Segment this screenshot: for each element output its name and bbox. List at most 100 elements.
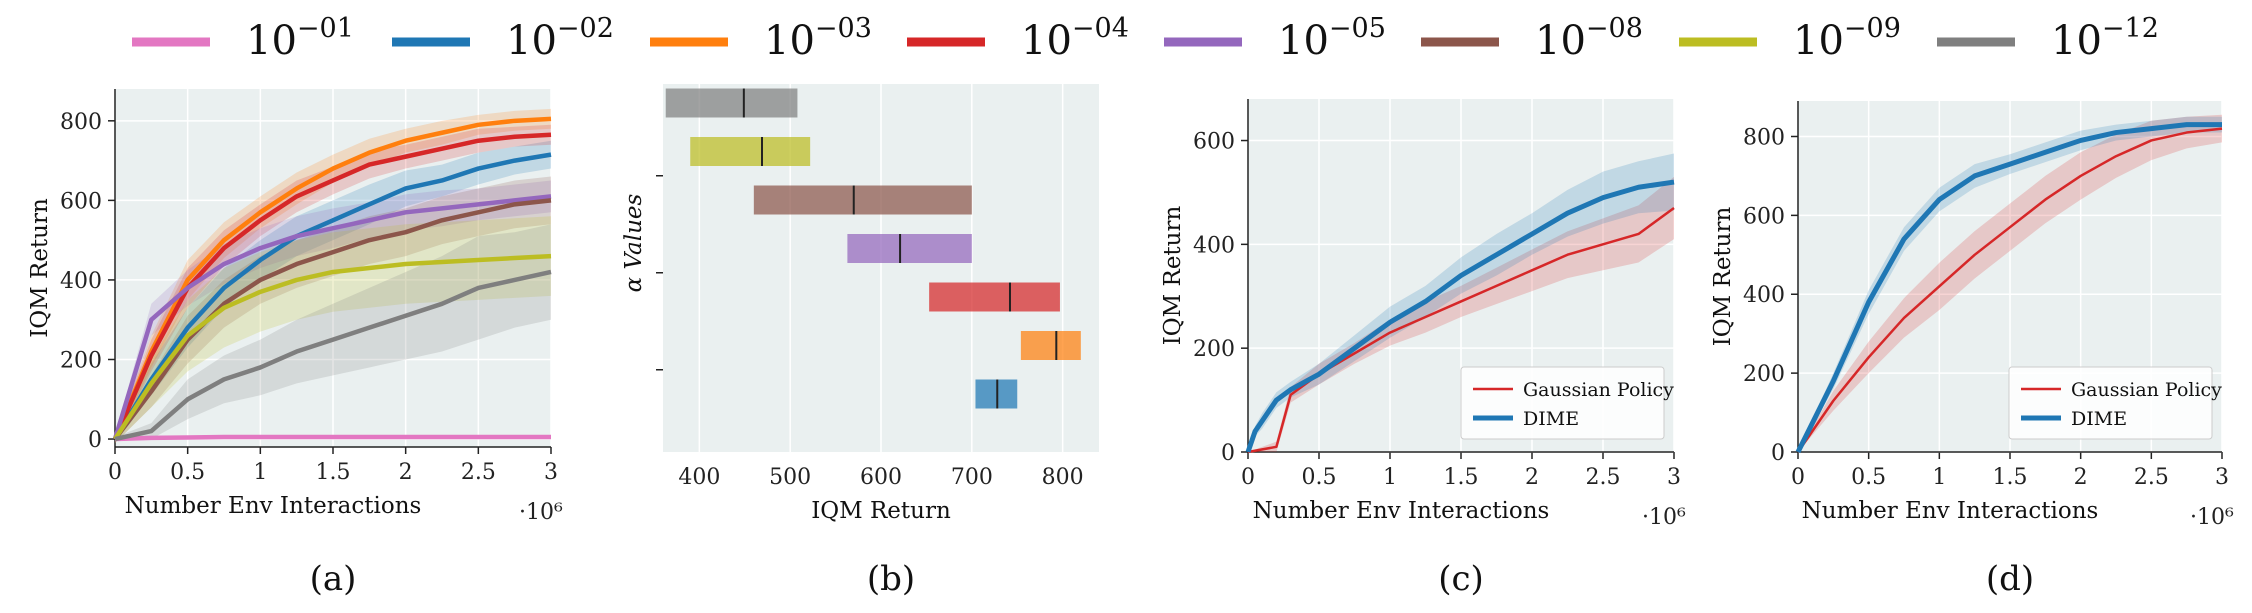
x-tick-label: 1 (1932, 465, 1946, 490)
x-tick-label: 3 (2215, 465, 2229, 490)
legend-label-3: 10−04 (1021, 13, 1129, 64)
legend-base: 10 (506, 18, 557, 64)
legend-exponent: −01 (297, 13, 354, 44)
x-tick-label: 0.5 (1302, 465, 1337, 490)
y-tick-label: 400 (60, 269, 102, 294)
x-tick-label: 2 (1525, 465, 1539, 490)
range-bar-1 (690, 137, 811, 166)
y-tick-label: 600 (60, 189, 102, 214)
x-tick-label: 3 (544, 460, 558, 485)
y-tick-label: 600 (1193, 130, 1235, 155)
x-tick-label: 2 (2074, 465, 2088, 490)
legend-box (2008, 366, 2213, 440)
x-tick-label: 2.5 (1586, 465, 1621, 490)
x-multiplier: ·10⁶ (519, 500, 563, 525)
confidence-band-0 (1248, 176, 1674, 452)
y-axis-title: IQM Return (27, 198, 53, 338)
legend-base: 10 (1021, 18, 1072, 64)
panel-label: (c) (1438, 559, 1484, 599)
confidence-band-1 (1798, 116, 2222, 453)
x-tick-label: 1.5 (1993, 465, 2028, 490)
x-multiplier: ·10⁶ (2190, 505, 2234, 530)
y-axis-title: IQM Return (1160, 206, 1186, 346)
x-tick-label: 1 (253, 460, 267, 485)
x-tick-label: 400 (678, 465, 720, 490)
legend-exponent: −03 (815, 13, 872, 44)
series-line-0 (1247, 207, 1675, 454)
series-line-7 (114, 269, 552, 442)
legend-exponent: −02 (557, 13, 614, 44)
y-tick-label: 0 (1221, 441, 1235, 466)
range-bar-4 (929, 282, 1060, 312)
y-tick-label: 0 (88, 428, 102, 453)
legend-label-6: 10−09 (1793, 13, 1901, 64)
x-tick-label: 2.5 (2134, 465, 2169, 490)
panel-d-line-chart: 0 0.5 1 1.5 2 2.5 3 0 200 400 600 800 Number Env Int… (1710, 101, 2234, 599)
series-line-1 (1245, 179, 1675, 453)
panel-b-range-chart: 400 500 600 700 800 IQM Return α Values (b) (621, 84, 1099, 599)
legend-label-7: 10−12 (2051, 13, 2159, 64)
series-line-6 (113, 253, 552, 441)
x-tick-label: 600 (860, 465, 902, 490)
x-axis-title: Number Env Interactions (1253, 498, 1550, 524)
legend-base: 10 (764, 18, 815, 64)
y-tick-label: 200 (1193, 337, 1235, 362)
legend-label-1: DIME (2071, 408, 2127, 430)
x-tick-label: 700 (951, 465, 993, 490)
panel-label: (b) (867, 559, 915, 599)
panel-label: (d) (1986, 559, 2034, 599)
series-line-2 (112, 116, 552, 440)
panel-label: (a) (310, 559, 357, 599)
y-tick-label: 400 (1193, 233, 1235, 258)
y-tick-label: 0 (1771, 441, 1785, 466)
legend-label-0: 10−01 (246, 13, 354, 64)
legend-label-1: DIME (1523, 408, 1579, 430)
legend-base: 10 (2051, 18, 2102, 64)
legend-exponent: −04 (1072, 13, 1129, 44)
series-line-1 (113, 152, 552, 441)
series-line-4 (112, 194, 552, 440)
range-bar-3 (847, 234, 972, 263)
legend-label-0: Gaussian Policy (1523, 379, 1674, 401)
legend-label-4: 10−05 (1278, 13, 1386, 64)
x-tick-label: 800 (1042, 465, 1084, 490)
y-tick-label: 400 (1743, 283, 1785, 308)
x-tick-label: 0 (108, 460, 122, 485)
range-bar-5 (1020, 331, 1081, 360)
x-tick-label: 3 (1667, 465, 1681, 490)
x-tick-label: 500 (769, 465, 811, 490)
legend-exponent: −05 (1329, 13, 1386, 44)
x-tick-label: 0.5 (1851, 465, 1886, 490)
confidence-band-6 (115, 216, 551, 444)
x-axis-title: IQM Return (811, 498, 951, 524)
legend-base: 10 (1793, 18, 1844, 64)
y-tick-label: 600 (1743, 204, 1785, 229)
x-tick-label: 0.5 (170, 460, 205, 485)
range-bar-0 (665, 88, 798, 118)
x-tick-label: 1 (1383, 465, 1397, 490)
legend-box (1460, 366, 1665, 440)
legend-label-0: Gaussian Policy (2071, 379, 2222, 401)
confidence-band-7 (115, 224, 551, 442)
confidence-band-3 (115, 124, 551, 444)
x-tick-label: 2 (399, 460, 413, 485)
y-tick-label: 200 (1743, 362, 1785, 387)
series-line-0 (114, 434, 551, 442)
range-bar-2 (753, 185, 972, 215)
x-tick-label: 2.5 (461, 460, 496, 485)
panel-c-line-chart: 0 0.5 1 1.5 2 2.5 3 0 200 400 600 Number Env Intera… (1160, 99, 1686, 599)
y-tick-label: 200 (60, 348, 102, 373)
x-axis-title: Number Env Interactions (1802, 498, 2099, 524)
y-tick-label: 800 (1743, 125, 1785, 150)
x-tick-label: 1.5 (1444, 465, 1479, 490)
series-line-1 (1795, 122, 2222, 454)
legend-exponent: −12 (2102, 13, 2159, 44)
confidence-band-1 (115, 140, 551, 444)
legend-label-5: 10−08 (1535, 13, 1643, 64)
panel-a-line-chart: 0 0.5 1 1.5 2 2.5 3 0 200 400 600 800 Number Env Int… (27, 89, 563, 599)
legend-base: 10 (246, 18, 297, 64)
confidence-band-0 (1798, 114, 2222, 452)
y-tick-label: 800 (60, 110, 102, 135)
confidence-band-5 (115, 176, 551, 444)
top-legend: 10−01 10−02 10−03 10−04 10−05 10−08 10−09 10−12 (132, 13, 2159, 64)
